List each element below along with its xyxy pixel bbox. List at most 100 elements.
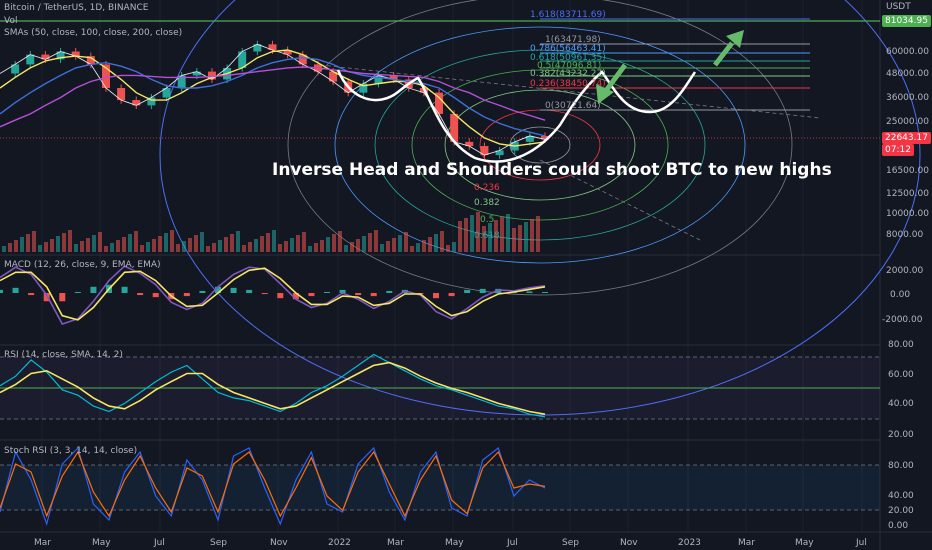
time-tick: Mar xyxy=(738,538,755,548)
volume-bar xyxy=(278,244,282,252)
macd-tick: -2000.00 xyxy=(882,315,923,325)
rsi-legend[interactable]: RSI (14, close, SMA, 14, 2) xyxy=(4,350,123,360)
svg-text:0.382(43232.27): 0.382(43232.27) xyxy=(530,69,606,79)
volume-bar xyxy=(134,231,138,252)
fib-circle-labels: 0.236 0.382 0.5 0.618 xyxy=(474,183,500,241)
time-tick: Jul xyxy=(506,538,518,548)
rsi-series-rsi-sma xyxy=(0,361,546,415)
svg-text:0.618: 0.618 xyxy=(474,231,500,241)
volume-bar xyxy=(308,246,312,252)
volume-bar xyxy=(362,236,366,252)
volume-bar xyxy=(512,228,516,252)
time-tick: Sep xyxy=(210,538,227,548)
stoch-pane xyxy=(0,446,546,527)
volume-bar xyxy=(254,239,258,252)
volume-bar xyxy=(440,231,444,252)
headline-annotation[interactable]: Inverse Head and Shoulders could shoot B… xyxy=(272,160,832,180)
volume-bar xyxy=(80,241,84,252)
volume-bar xyxy=(182,241,186,252)
volume-bar xyxy=(452,242,456,252)
sma-legend[interactable]: SMAs (50, close, 100, close, 200, close) xyxy=(4,28,183,38)
macd-histogram-bar xyxy=(355,293,362,296)
candle xyxy=(192,71,201,76)
candle xyxy=(268,44,277,51)
volume-bar xyxy=(416,243,420,252)
macd-histogram-bar xyxy=(308,293,315,297)
rsi-tick: 60.00 xyxy=(888,370,914,380)
volume-bar xyxy=(494,220,498,252)
macd-histogram-bar xyxy=(199,290,206,293)
time-tick: Sep xyxy=(562,538,579,548)
volume-bar xyxy=(98,232,102,252)
candle xyxy=(450,113,459,142)
svg-text:USDT: USDT xyxy=(886,2,911,12)
svg-text:1.618(83711.69): 1.618(83711.69) xyxy=(530,10,606,20)
candle xyxy=(329,71,338,82)
macd-legend[interactable]: MACD (12, 26, close, 9, EMA, EMA) xyxy=(4,260,161,270)
time-tick: Jul xyxy=(153,538,165,548)
candle xyxy=(132,100,141,106)
volume-bar xyxy=(68,230,72,252)
macd-histogram-bar xyxy=(246,289,253,293)
volume-bar xyxy=(26,234,30,252)
volume-legend[interactable]: Vol xyxy=(4,16,18,26)
candle xyxy=(101,64,110,89)
macd-series-signal xyxy=(0,267,546,321)
volume-bar xyxy=(152,239,156,252)
price-tick: 12500.00 xyxy=(886,189,929,199)
volume-bar xyxy=(380,244,384,252)
time-tick: Mar xyxy=(34,538,51,548)
svg-text:1(63471.98): 1(63471.98) xyxy=(545,35,601,45)
time-tick: Nov xyxy=(620,538,638,548)
volume-bar xyxy=(20,237,24,252)
stoch-legend[interactable]: Stoch RSI (3, 3, 14, 14, close) xyxy=(4,446,138,456)
volume-bar xyxy=(62,233,66,252)
time-tick: Jul xyxy=(855,538,867,548)
countdown-badge: 07:12 xyxy=(882,144,914,156)
svg-text:0.236(38450.74): 0.236(38450.74) xyxy=(530,79,606,89)
volume-bar xyxy=(344,245,348,252)
volume-bar xyxy=(104,246,108,252)
volume-bar xyxy=(476,212,480,252)
volume-bar xyxy=(518,225,522,252)
volume-bar xyxy=(434,234,438,252)
macd-series-macd xyxy=(0,265,546,325)
volume-bar xyxy=(50,239,54,252)
candle xyxy=(238,51,247,68)
candle xyxy=(253,44,262,52)
candle xyxy=(435,92,444,114)
candle xyxy=(117,88,126,101)
volume-bar xyxy=(224,237,228,252)
svg-text:0.618(50961.35): 0.618(50961.35) xyxy=(530,53,606,63)
price-axis: USDT 60000.00 48000.00 36000.00 25000.00… xyxy=(886,2,929,240)
fib-level-labels: 1.618(83711.69) 1(63471.98) 0.786(56463.… xyxy=(530,10,606,111)
candle xyxy=(541,135,549,140)
time-tick: 2022 xyxy=(328,538,351,548)
macd-histogram-bar xyxy=(28,293,35,296)
stoch-band xyxy=(0,465,880,510)
volume-bar xyxy=(482,226,486,252)
volume-bar xyxy=(398,235,402,252)
candle xyxy=(56,51,65,60)
current-price-badge: 22643.17 xyxy=(882,132,931,144)
price-tick: 36000.00 xyxy=(886,93,929,103)
macd-histogram-bar xyxy=(448,293,455,297)
volume-bar xyxy=(128,234,132,252)
volume-bar xyxy=(236,231,240,252)
symbol-title[interactable]: Bitcoin / TetherUS, 1D, BINANCE xyxy=(4,3,149,13)
rsi-tick: 40.00 xyxy=(888,399,914,409)
volume-bar xyxy=(92,235,96,252)
volume-bar xyxy=(116,240,120,252)
stoch-tick: 80.00 xyxy=(888,461,914,471)
candle xyxy=(71,51,80,57)
volume-bar xyxy=(536,216,540,252)
macd-histogram-bar xyxy=(215,286,221,293)
volume-bar xyxy=(44,242,48,252)
volume-bar xyxy=(368,233,372,252)
candle xyxy=(11,64,20,74)
macd-histogram-bar xyxy=(495,288,502,293)
rsi-tick: 80.00 xyxy=(888,340,914,350)
volume-bar xyxy=(464,218,468,252)
volume-bar xyxy=(272,230,276,252)
